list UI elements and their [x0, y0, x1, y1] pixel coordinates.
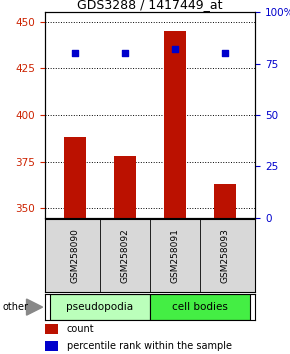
Text: GSM258090: GSM258090 [70, 228, 79, 283]
Title: GDS3288 / 1417449_at: GDS3288 / 1417449_at [77, 0, 223, 11]
Point [173, 46, 177, 52]
Text: count: count [67, 324, 94, 334]
Bar [214, 184, 236, 218]
Text: other: other [3, 302, 29, 312]
Text: GSM258091: GSM258091 [171, 228, 180, 283]
Point [73, 51, 77, 56]
Bar [64, 137, 86, 218]
Bar [150, 294, 250, 320]
Text: cell bodies: cell bodies [172, 302, 228, 312]
Text: GSM258093: GSM258093 [221, 228, 230, 283]
Text: pseudopodia: pseudopodia [66, 302, 134, 312]
Bar [164, 31, 186, 218]
Bar [50, 294, 150, 320]
Text: percentile rank within the sample: percentile rank within the sample [67, 341, 232, 351]
Point [123, 51, 127, 56]
Text: GSM258092: GSM258092 [121, 228, 130, 283]
Point [223, 51, 227, 56]
Bar [45, 324, 58, 333]
Polygon shape [27, 299, 43, 315]
Bar [114, 156, 136, 218]
Bar [45, 342, 58, 351]
